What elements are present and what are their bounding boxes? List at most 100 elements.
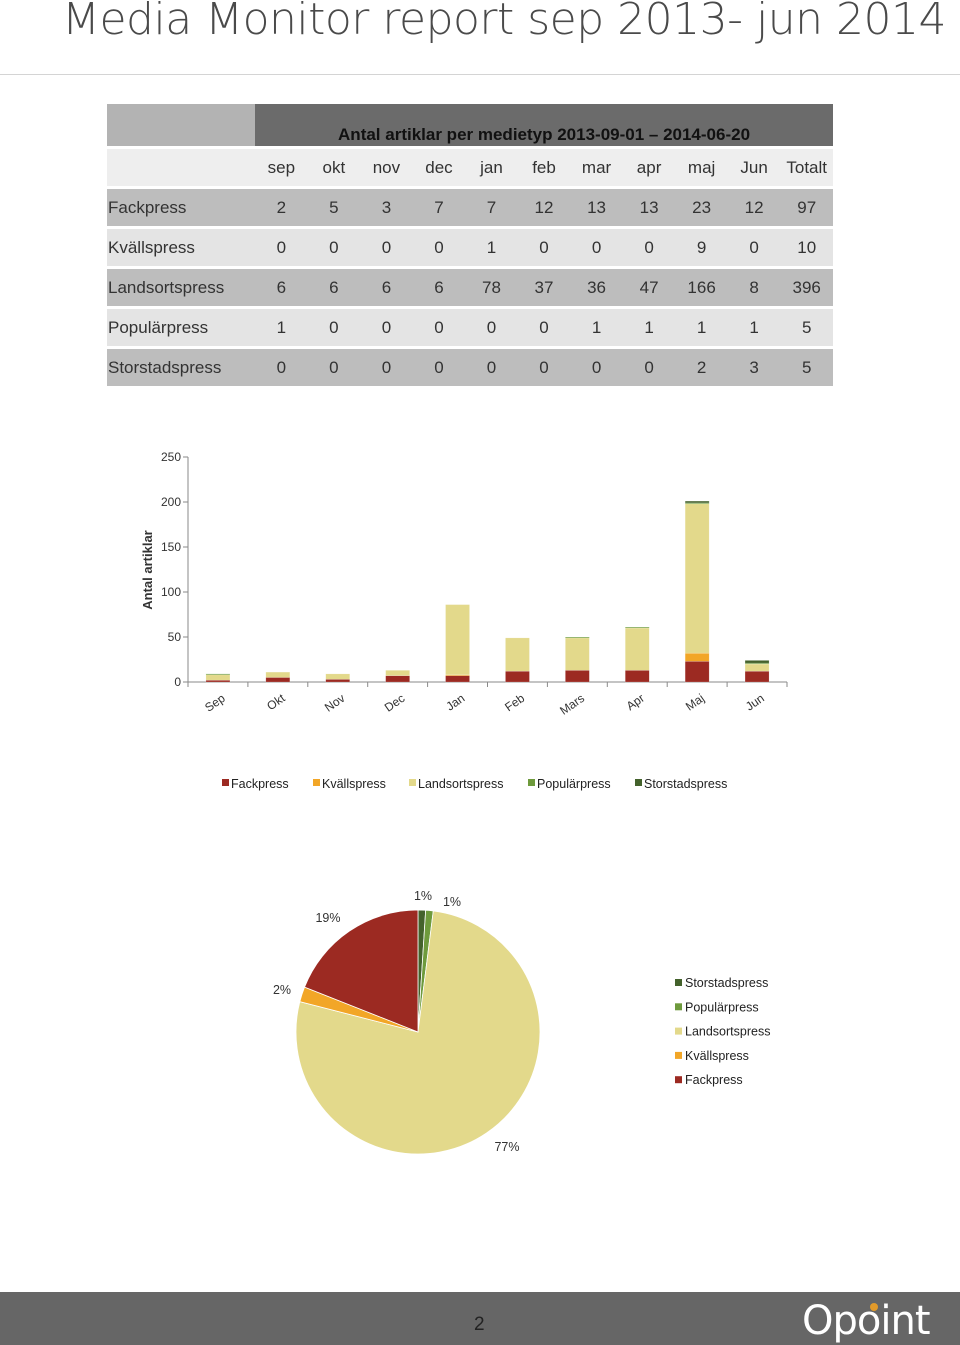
column-header: apr: [622, 147, 676, 189]
table-cell: 6: [360, 267, 413, 309]
column-header: okt: [307, 147, 361, 189]
table-cell: 97: [780, 187, 833, 229]
bar-segment-fackpress: [385, 675, 410, 683]
legend-swatch: [222, 779, 229, 786]
table-cell: 0: [570, 347, 623, 386]
y-tick-label: 250: [161, 450, 181, 464]
table-title-stub: [107, 104, 256, 149]
row-label: Storstadspress: [107, 347, 256, 386]
bar-segment-fackpress: [205, 679, 231, 683]
table-cell: 6: [307, 267, 361, 309]
table-cell: 1: [465, 227, 518, 269]
table-cell: 0: [727, 227, 781, 269]
table-cell: 0: [517, 347, 571, 386]
column-header: maj: [675, 147, 728, 189]
bar-segment-populärpress: [565, 636, 590, 639]
table-cell: 12: [727, 187, 781, 229]
table-cell: 0: [517, 227, 571, 269]
column-header: feb: [517, 147, 571, 189]
pie-legend-label: Fackpress: [685, 1073, 743, 1087]
pie-slice-label: 1%: [443, 895, 461, 909]
table-cell: 5: [780, 347, 833, 386]
x-tick-label: Maj: [683, 691, 707, 714]
table-title-row: Antal artiklar per medietyp 2013-09-01 –…: [107, 104, 833, 149]
legend-label: Populärpress: [537, 777, 611, 791]
table-row: Populärpress 1 0 0 0 0 0 1 1 1 1 5: [107, 307, 833, 349]
table-cell: 12: [517, 187, 571, 229]
table-cell: 1: [727, 307, 781, 349]
table-row: Fackpress 2 5 3 7 7 12 13 13 23 12 97: [107, 187, 833, 229]
pie-slice-label: 19%: [315, 911, 340, 925]
bar-segment-landsortspress: [205, 674, 231, 681]
table-cell: 166: [675, 267, 728, 309]
table-cell: 0: [465, 347, 518, 386]
table-header-row: sep okt nov dec jan feb mar apr maj Jun …: [107, 147, 833, 189]
logo-text: Opoint: [802, 1298, 930, 1344]
bar-segment-fackpress: [505, 670, 530, 683]
table-cell: 0: [412, 347, 466, 386]
pie-legend-label: Storstadspress: [685, 976, 768, 990]
column-header: jan: [465, 147, 518, 189]
pie-legend-swatch: [675, 1003, 682, 1011]
x-tick-label: Sep: [202, 691, 228, 715]
table-cell: 0: [622, 227, 676, 269]
legend-swatch: [409, 779, 416, 786]
table-cell: 3: [360, 187, 413, 229]
table-cell: 0: [360, 227, 413, 269]
bar-segment-fackpress: [744, 670, 770, 683]
x-tick-label: Dec: [382, 691, 408, 715]
table-cell: 5: [780, 307, 833, 349]
table-row: Storstadspress 0 0 0 0 0 0 0 0 2 3 5: [107, 347, 833, 386]
pie-legend-swatch: [675, 1076, 682, 1084]
bar-segment-fackpress: [325, 679, 350, 683]
logo-dot-icon: [870, 1303, 878, 1311]
y-axis-label: Antal artiklar: [140, 530, 155, 609]
row-label: Kvällspress: [107, 227, 256, 269]
table-cell: 1: [570, 307, 623, 349]
table-cell: 1: [675, 307, 728, 349]
x-tick-label: Apr: [624, 691, 647, 713]
bar-segment-populärpress: [205, 673, 231, 676]
table-cell: 0: [622, 347, 676, 386]
table-row: Landsortspress 6 6 6 6 78 37 36 47 166 8…: [107, 267, 833, 309]
table-title: Antal artiklar per medietyp 2013-09-01 –…: [255, 104, 833, 149]
x-tick-label: Mars: [557, 691, 587, 718]
table-cell: 0: [360, 307, 413, 349]
bar-segment-fackpress: [684, 661, 710, 683]
table-header-stub: [107, 147, 256, 189]
x-tick-label: Okt: [264, 691, 288, 714]
table-cell: 396: [780, 267, 833, 309]
legend-label: Storstadspress: [644, 777, 727, 791]
table-cell: 47: [622, 267, 676, 309]
bar-segment-landsortspress: [505, 637, 530, 672]
bar-segment-landsortspress: [325, 673, 350, 680]
bar-segment-storstadspress: [744, 660, 770, 664]
legend-swatch: [313, 779, 320, 786]
bar-segment-landsortspress: [744, 663, 770, 672]
table-cell: 7: [465, 187, 518, 229]
table-cell: 10: [780, 227, 833, 269]
x-tick-label: Jun: [743, 691, 767, 714]
table-cell: 2: [255, 187, 308, 229]
table-cell: 0: [412, 227, 466, 269]
articles-table: Antal artiklar per medietyp 2013-09-01 –…: [107, 104, 833, 386]
page-title: Media Monitor report sep 2013- jun 2014: [62, 0, 946, 45]
table-cell: 5: [307, 187, 361, 229]
legend-label: Landsortspress: [418, 777, 503, 791]
table-cell: 0: [307, 307, 361, 349]
bar-segment-fackpress: [625, 670, 650, 683]
pie-slice-label: 77%: [494, 1140, 519, 1154]
y-tick-label: 150: [161, 540, 181, 554]
bar-segment-kvällspress: [684, 652, 710, 662]
bar-segment-landsortspress: [445, 604, 470, 676]
table-cell: 37: [517, 267, 571, 309]
pie-legend-label: Populärpress: [685, 1000, 759, 1014]
legend-swatch: [528, 779, 535, 786]
legend-label: Fackpress: [231, 777, 289, 791]
bar-segment-landsortspress: [684, 503, 710, 654]
row-label: Populärpress: [107, 307, 256, 349]
y-tick-label: 50: [168, 630, 182, 644]
table-cell: 0: [412, 307, 466, 349]
table-cell: 7: [412, 187, 466, 229]
table-cell: 0: [307, 347, 361, 386]
